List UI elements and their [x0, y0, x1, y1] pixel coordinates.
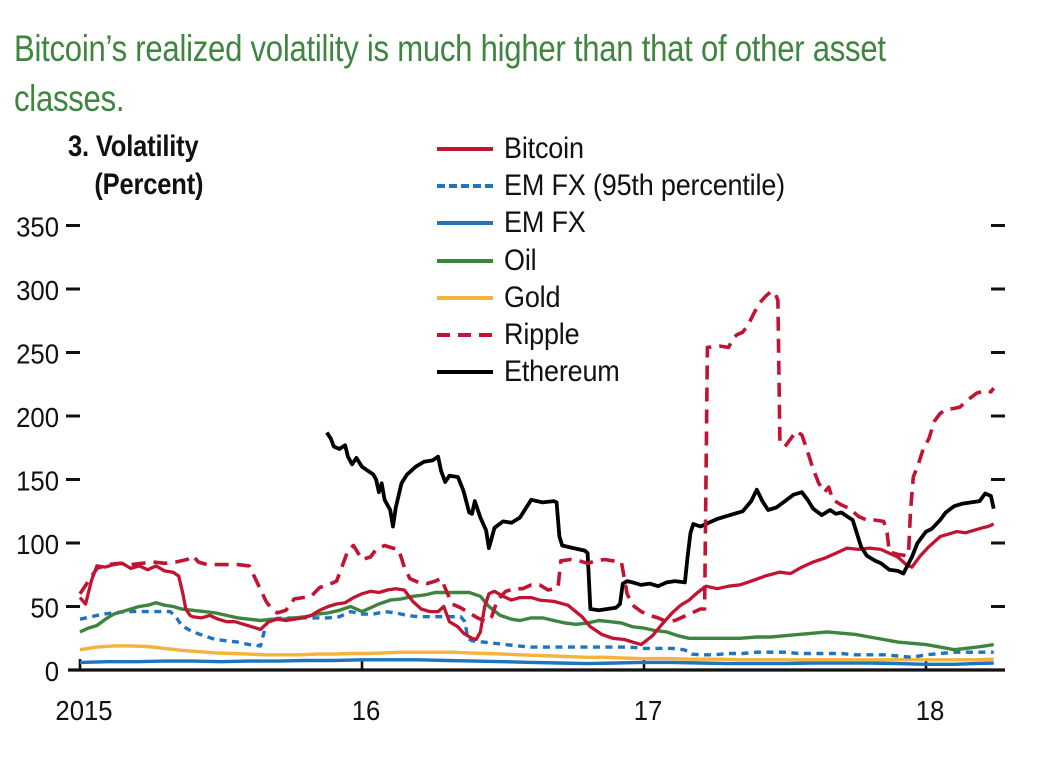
series-oil — [79, 590, 994, 652]
y-tick-label: 250 — [16, 339, 59, 370]
legend-swatch — [437, 333, 493, 338]
legend-swatch — [437, 370, 493, 375]
legend-label: Oil — [504, 243, 537, 277]
legend-item-ethereum: Ethereum — [437, 354, 816, 391]
legend-swatch — [437, 258, 493, 263]
legend-swatch — [437, 146, 493, 151]
y-tick-label: 0 — [45, 656, 59, 687]
x-tick-label: 2015 — [55, 695, 112, 726]
series-ethereum — [325, 431, 996, 613]
legend-label: EM FX — [504, 206, 586, 240]
legend-label: Gold — [504, 280, 561, 314]
legend-item-bitcoin: Bitcoin — [437, 130, 816, 167]
panel-title-line1: 3. Volatility — [68, 130, 199, 163]
legend-swatch — [437, 183, 493, 188]
chart-caption: Bitcoin’s realized volatility is much hi… — [14, 28, 886, 119]
legend-label: Bitcoin — [504, 131, 584, 165]
legend-item-em-fx: EM FX — [437, 205, 816, 242]
legend-item-em-fx-95th-percentile-: EM FX (95th percentile) — [437, 167, 816, 204]
panel-title-line2: (Percent) — [94, 168, 204, 201]
legend-swatch — [437, 295, 493, 300]
panel-title: 3. Volatility (Percent) — [68, 128, 204, 204]
x-tick-label: 18 — [916, 695, 945, 726]
y-tick-label: 350 — [16, 212, 59, 243]
series-em-fx — [79, 658, 994, 666]
legend-item-oil: Oil — [437, 242, 816, 279]
legend: Bitcoin EM FX (95th percentile) EM FX Oil Go… — [437, 130, 816, 391]
legend-swatch — [437, 221, 493, 226]
legend-label: Ripple — [504, 318, 580, 352]
series-gold — [79, 644, 994, 662]
series-ripple — [78, 289, 996, 624]
legend-item-ripple: Ripple — [437, 316, 816, 353]
series-bitcoin — [78, 522, 995, 647]
y-tick-label: 50 — [30, 593, 59, 624]
y-tick-label: 200 — [16, 402, 59, 433]
legend-item-gold: Gold — [437, 279, 816, 316]
y-tick-label: 150 — [16, 466, 59, 497]
legend-label: EM FX (95th percentile) — [504, 168, 785, 202]
y-tick-label: 100 — [16, 529, 59, 560]
x-tick-label: 16 — [352, 695, 381, 726]
x-tick-label: 17 — [634, 695, 663, 726]
y-tick-label: 300 — [16, 275, 59, 306]
legend-label: Ethereum — [504, 355, 620, 389]
series-em-fx-95th-percentile- — [79, 609, 994, 659]
